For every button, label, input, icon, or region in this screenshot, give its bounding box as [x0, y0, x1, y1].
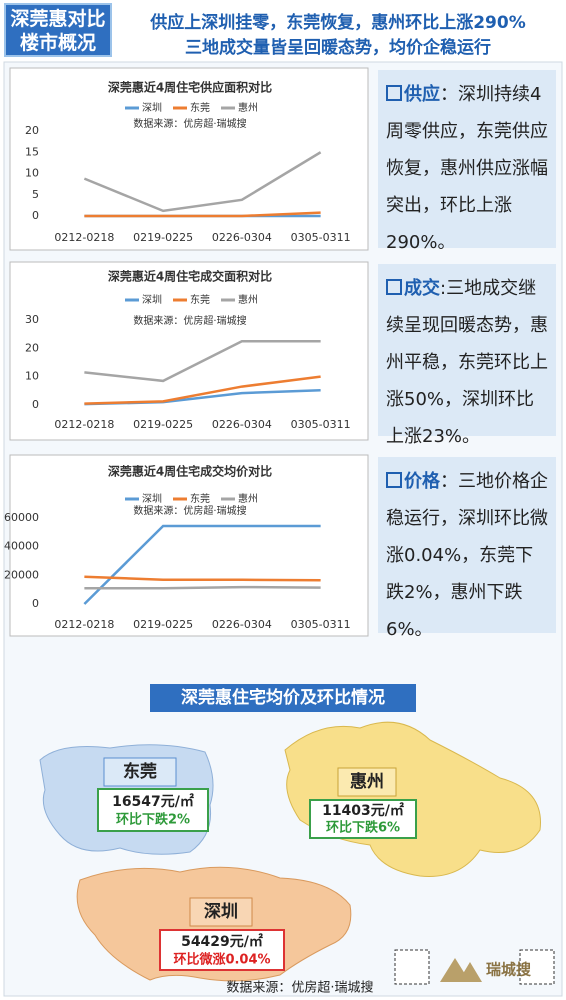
x-tick-label: 0219-0225 [133, 618, 193, 631]
x-tick-label: 0305-0311 [291, 618, 351, 631]
legend-label: 东莞 [190, 101, 210, 114]
series-line [84, 375, 321, 405]
y-tick-label: 0 [32, 209, 39, 222]
legend-label: 深圳 [142, 102, 162, 114]
y-tick-label: 40000 [4, 540, 39, 553]
badge-line: 深莞惠对比 [10, 8, 106, 30]
price-box [309, 799, 417, 839]
chart-title: 深莞惠近4周住宅供应面积对比 [108, 80, 272, 95]
map-title-bg [150, 684, 416, 712]
chart-subtitle: 数据来源：优房超·瑞城搜 [133, 117, 246, 130]
x-tick-label: 0212-0218 [54, 618, 114, 631]
series-line [83, 524, 321, 605]
note-text: ：三地价格企稳运行，深圳环比微涨0.04%，东莞下跌2%，惠州下跌6%。 [386, 471, 548, 640]
city-change: 环比下跌2% [116, 812, 190, 828]
legend-label: 东莞 [190, 293, 210, 306]
logo-icon [440, 958, 482, 982]
city-name: 东莞 [123, 761, 157, 782]
legend-label: 惠州 [238, 293, 258, 306]
chart-title: 深莞惠近4周住宅成交面积对比 [108, 269, 272, 284]
badge-line: 楼市概况 [19, 32, 96, 54]
map-title: 深莞惠住宅均价及环比情况 [181, 687, 385, 708]
price-box [159, 929, 285, 971]
city-change: 环比下跌6% [326, 820, 400, 836]
legend-label: 东莞 [190, 492, 210, 505]
series-line [84, 340, 321, 383]
series-line [84, 211, 321, 218]
y-tick-label: 0 [32, 597, 39, 610]
note: 价格：三地价格企稳运行，深圳环比微涨0.04%，东莞下跌2%，惠州下跌6%。 [378, 457, 556, 640]
chart-subtitle: 数据来源：优房超·瑞城搜 [133, 504, 246, 517]
note: 供应：深圳持续4周零供应，东莞供应恢复，惠州供应涨幅突出，环比上涨290%。 [378, 70, 556, 253]
source: 数据来源：优房超·瑞城搜 [226, 980, 373, 996]
chart-box [9, 261, 369, 441]
legend-label: 惠州 [238, 492, 258, 505]
x-tick-label: 0305-0311 [291, 418, 351, 431]
chart-title: 深莞惠近4周住宅成交均价对比 [108, 464, 272, 479]
y-tick-label: 20 [25, 124, 39, 137]
city-price: 11403元/㎡ [322, 802, 404, 819]
y-tick-label: 20 [25, 341, 39, 354]
name-box [103, 757, 177, 787]
x-tick-label: 0212-0218 [54, 418, 114, 431]
chart-subtitle: 数据来源：优房超·瑞城搜 [133, 314, 246, 327]
note-text: :三地成交继续呈现回暖态势，惠州平稳，东莞环比上涨50%，深圳环比上涨23%。 [386, 278, 548, 447]
header-badge: 深莞惠对比 楼市概况 [4, 3, 112, 57]
legend-label: 惠州 [238, 101, 258, 114]
logo-text: 瑞城搜 [486, 961, 532, 979]
city-name: 惠州 [350, 771, 384, 792]
y-tick-label: 60000 [4, 511, 39, 524]
city-name: 深圳 [204, 901, 238, 922]
note-label: 价格 [386, 471, 440, 492]
note-text: ：深圳持续4周零供应，东莞供应恢复，惠州供应涨幅突出，环比上涨290%。 [386, 84, 548, 253]
y-tick-label: 30 [25, 313, 39, 326]
note-label: 成交 [386, 278, 440, 299]
y-tick-label: 10 [25, 167, 39, 180]
y-tick-label: 20000 [4, 568, 39, 581]
x-tick-label: 0226-0304 [212, 231, 272, 244]
x-tick-label: 0219-0225 [133, 231, 193, 244]
name-box [337, 767, 397, 797]
price-box [97, 788, 209, 832]
note-label: 供应 [386, 84, 440, 105]
legend-label: 深圳 [142, 294, 162, 306]
note: 成交:三地成交继续呈现回暖态势，惠州平稳，东莞环比上涨50%，深圳环比上涨23%… [378, 264, 556, 447]
city-price: 54429元/㎡ [181, 933, 263, 950]
city-price: 16547元/㎡ [112, 793, 194, 810]
qr-code [394, 949, 430, 985]
qr-code [519, 949, 555, 985]
legend-label: 深圳 [142, 493, 162, 505]
chart-box [9, 454, 369, 637]
y-tick-label: 15 [25, 145, 39, 158]
headline: 供应上深圳挂零，东莞恢复，惠州环比上涨290% [150, 13, 526, 33]
x-tick-label: 0305-0311 [291, 231, 351, 244]
series-line [84, 585, 321, 590]
headline: 三地成交量皆呈回暖态势，均价企稳运行 [185, 38, 491, 58]
series-line [83, 151, 322, 213]
city-change: 环比微涨0.04% [173, 952, 270, 968]
y-tick-label: 10 [25, 370, 39, 383]
y-tick-label: 5 [32, 188, 39, 201]
x-tick-label: 0219-0225 [133, 418, 193, 431]
x-tick-label: 0226-0304 [212, 618, 272, 631]
x-tick-label: 0226-0304 [212, 418, 272, 431]
series-line [84, 575, 321, 582]
x-tick-label: 0212-0218 [54, 231, 114, 244]
name-box [189, 897, 253, 927]
y-tick-label: 0 [32, 398, 39, 411]
